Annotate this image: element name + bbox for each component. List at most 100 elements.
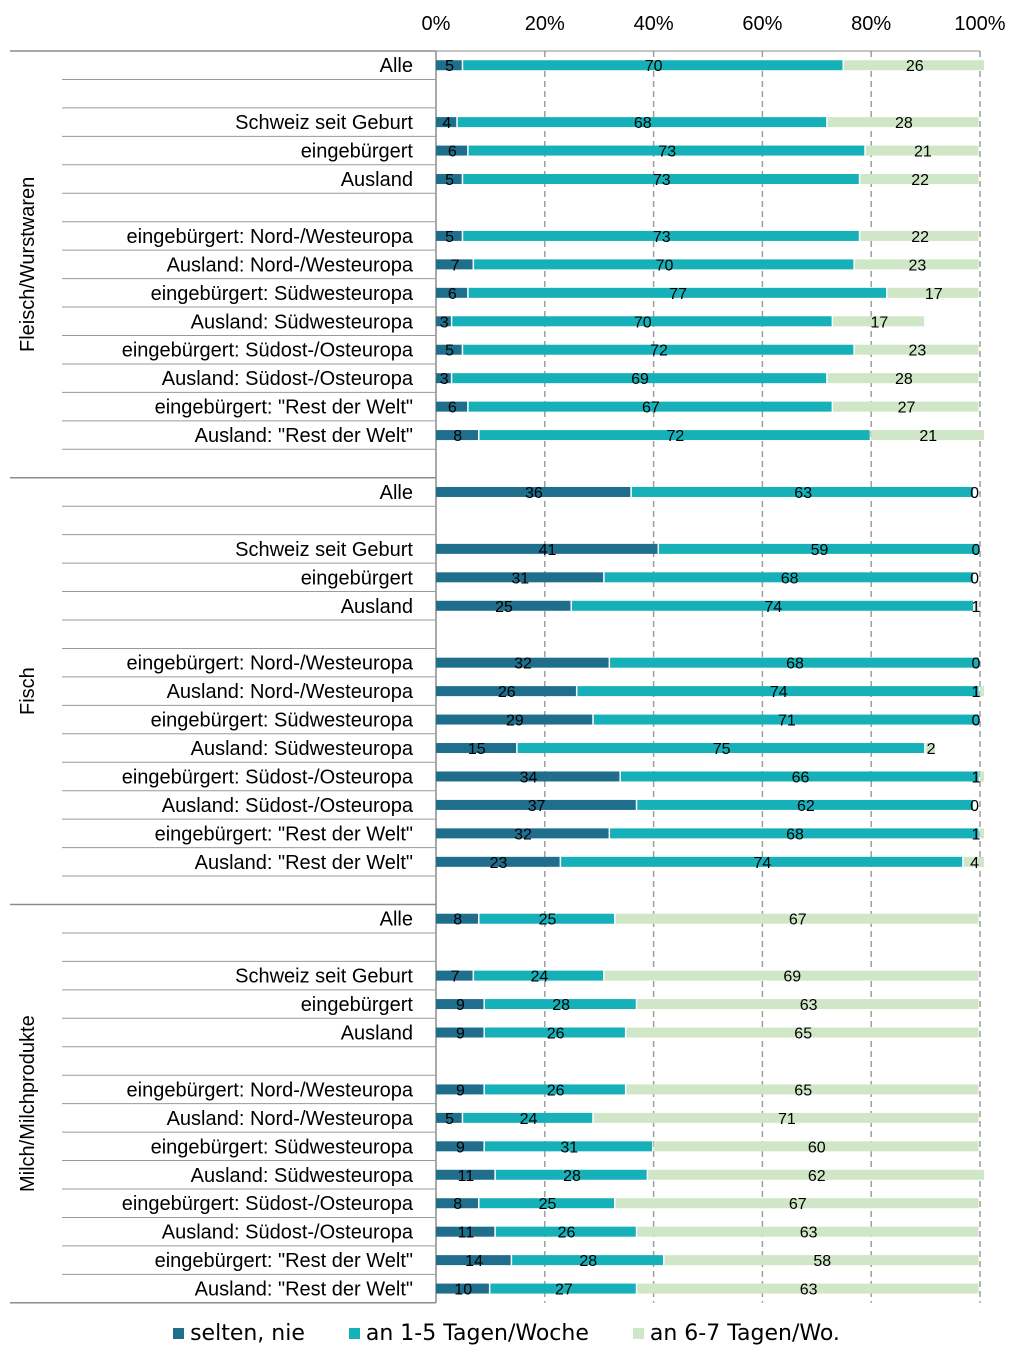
bar-segment	[637, 1226, 979, 1237]
bar-segment	[479, 430, 870, 441]
bar-segment	[974, 600, 979, 611]
bar-segment	[436, 344, 462, 355]
data-label: 26	[547, 1026, 565, 1043]
data-label: 3	[440, 371, 449, 388]
bars	[436, 60, 984, 1294]
category-label: Ausland: Südwesteuropa	[191, 738, 414, 760]
data-label: 28	[552, 997, 570, 1014]
category-label: eingebürgert: Nord-/Westeuropa	[127, 653, 414, 675]
row-separators	[10, 50, 980, 1304]
bar-segment	[452, 316, 832, 327]
bar-segment	[436, 287, 468, 298]
data-label: 28	[895, 115, 913, 132]
category-label: Ausland: "Rest der Welt"	[195, 425, 413, 447]
bar-segment	[436, 1198, 479, 1209]
bar-segment	[457, 117, 827, 128]
data-label: 8	[453, 428, 462, 445]
data-label: 21	[914, 144, 932, 161]
bar-segment	[610, 657, 979, 668]
data-label: 7	[451, 969, 460, 986]
data-label: 70	[656, 257, 674, 274]
bar-segment	[865, 145, 979, 156]
data-label: 25	[539, 1196, 557, 1213]
data-label: 68	[786, 656, 804, 673]
bar-segment	[463, 344, 854, 355]
bar-segment	[637, 999, 979, 1010]
data-label: 27	[898, 400, 916, 417]
bar-segment	[484, 1141, 653, 1152]
legend-label-1-5-tage: an 1-5 Tagen/Woche	[365, 1320, 589, 1346]
bar-segment	[659, 543, 979, 554]
data-label: 37	[528, 798, 546, 815]
bar-segment	[844, 60, 984, 71]
category-label: Ausland: Südwesteuropa	[191, 1165, 414, 1187]
data-label: 36	[525, 485, 543, 502]
data-label: 28	[563, 1168, 581, 1185]
data-label: 70	[645, 58, 663, 75]
data-label: 71	[778, 1111, 796, 1128]
data-label: 0	[970, 798, 979, 815]
legend-swatch-1-5-tage	[348, 1327, 360, 1339]
legend-swatch-6-7-tage	[632, 1327, 644, 1339]
category-label: eingebürgert: Nord-/Westeuropa	[127, 1079, 414, 1101]
legend-item-1-5-tage: an 1-5 Tagen/Woche	[348, 1318, 589, 1348]
bar-segment	[561, 856, 963, 867]
bar-segment	[610, 828, 979, 839]
bar-segment	[963, 856, 984, 867]
data-label: 5	[445, 172, 454, 189]
bar-segment	[925, 743, 935, 754]
data-label: 11	[458, 1168, 475, 1185]
data-label: 21	[919, 428, 937, 445]
data-label: 66	[792, 769, 810, 786]
data-label: 26	[547, 1082, 565, 1099]
category-label: eingebürgert: Südwesteuropa	[151, 1136, 414, 1158]
data-label: 29	[506, 713, 524, 730]
bar-segment	[436, 1226, 495, 1237]
category-label: eingebürgert	[301, 567, 414, 589]
category-label: Ausland	[341, 596, 413, 618]
bar-segment	[436, 856, 560, 867]
x-tick-label: 0%	[422, 13, 451, 35]
data-label: 69	[631, 371, 649, 388]
data-label: 23	[909, 257, 927, 274]
category-label: Schweiz seit Geburt	[235, 112, 413, 134]
bar-segment	[517, 743, 925, 754]
data-label: 67	[789, 912, 807, 929]
x-tick-label: 20%	[525, 13, 565, 35]
bar-segment	[436, 572, 604, 583]
data-label: 23	[909, 343, 927, 360]
bar-segment	[980, 771, 984, 782]
bar-segment	[436, 316, 451, 327]
data-label: 63	[800, 997, 818, 1014]
bar-segment	[436, 600, 571, 611]
data-label: 22	[911, 172, 929, 189]
data-label: 59	[811, 542, 829, 559]
data-label: 41	[539, 542, 557, 559]
bar-segment	[436, 373, 451, 384]
data-label: 7	[451, 257, 460, 274]
bar-segment	[463, 60, 843, 71]
category-label: eingebürgert: Südwesteuropa	[151, 283, 414, 305]
data-label: 0	[972, 713, 981, 730]
data-label: 24	[530, 969, 548, 986]
x-tick-label: 100%	[954, 13, 1005, 35]
group-label: Fisch	[17, 667, 39, 715]
data-label: 72	[666, 428, 684, 445]
data-label: 17	[925, 286, 943, 303]
bar-segment	[664, 1255, 979, 1266]
category-label: eingebürgert: "Rest der Welt"	[155, 1250, 413, 1272]
data-label: 31	[560, 1139, 578, 1156]
data-label: 28	[579, 1253, 597, 1270]
bar-segment	[436, 1255, 511, 1266]
bar-segment	[854, 344, 979, 355]
legend-swatch-selten	[173, 1327, 185, 1339]
bar-segment	[615, 1198, 979, 1209]
data-label: 1	[972, 684, 981, 701]
data-label: 2	[927, 741, 936, 758]
bar-segment	[479, 913, 615, 924]
bar-segment	[436, 657, 609, 668]
bar-segment	[479, 1198, 615, 1209]
legend-item-6-7-tage: an 6-7 Tagen/Wo.	[632, 1318, 840, 1348]
bar-segment	[436, 230, 462, 241]
